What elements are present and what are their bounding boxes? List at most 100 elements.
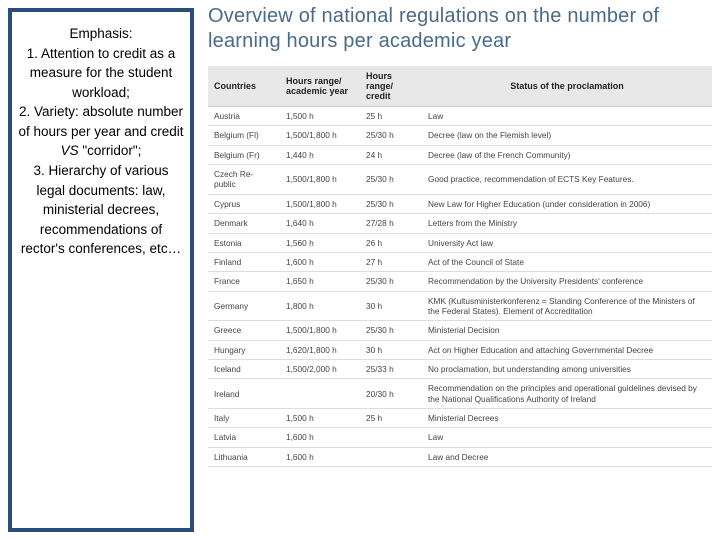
table-cell: 26 h	[360, 233, 422, 252]
table-cell: France	[208, 272, 280, 291]
table-cell: KMK (Kultusministerkonferenz = Standing …	[422, 291, 712, 321]
table-cell: Ministerial Decrees	[422, 409, 712, 428]
table-cell: 1,800 h	[280, 291, 360, 321]
table-cell	[360, 428, 422, 447]
emphasis-item-1: 1. Attention to credit as a measure for …	[27, 46, 176, 100]
emphasis-heading: Emphasis:	[69, 26, 132, 41]
table-cell: Letters from the Ministry	[422, 214, 712, 233]
table-cell: 1,600 h	[280, 428, 360, 447]
table-cell: 25/30 h	[360, 126, 422, 145]
table-row: Iceland1,500/2,000 h25/33 hNo proclamati…	[208, 360, 712, 379]
table-cell: 27 h	[360, 252, 422, 271]
regulations-table: Countries Hours range/ academic year Hou…	[208, 66, 712, 467]
table-row: Belgium (Fr)1,440 h24 hDecree (law of th…	[208, 145, 712, 164]
table-cell: 1,500/1,800 h	[280, 321, 360, 340]
table-cell: Law	[422, 107, 712, 126]
table-cell: 1,560 h	[280, 233, 360, 252]
table-cell: 30 h	[360, 291, 422, 321]
table-cell: 24 h	[360, 145, 422, 164]
emphasis-item-2b: "corridor";	[79, 143, 142, 158]
table-cell: Decree (law on the Flemish level)	[422, 126, 712, 145]
table-cell: Law and Decree	[422, 447, 712, 466]
table-cell: 1,500/1,800 h	[280, 126, 360, 145]
main-panel: Overview of national regulations on the …	[202, 0, 720, 540]
table-cell: No proclamation, but understanding among…	[422, 360, 712, 379]
table-body: Austria1,500 h25 hLawBelgium (Fl)1,500/1…	[208, 107, 712, 467]
table-cell: Finland	[208, 252, 280, 271]
emphasis-text: Emphasis: 1. Attention to credit as a me…	[18, 24, 184, 259]
table-cell: Ministerial Decision	[422, 321, 712, 340]
table-cell: Greece	[208, 321, 280, 340]
table-row: Denmark1,640 h27/28 hLetters from the Mi…	[208, 214, 712, 233]
col-countries: Countries	[208, 66, 280, 107]
table-cell: Ireland	[208, 379, 280, 409]
emphasis-item-3: 3. Hierarchy of various legal documents:…	[21, 163, 181, 256]
table-cell: Decree (law of the French Community)	[422, 145, 712, 164]
table-cell: Austria	[208, 107, 280, 126]
table-cell: 25/33 h	[360, 360, 422, 379]
table-cell: 1,650 h	[280, 272, 360, 291]
table-cell: 30 h	[360, 340, 422, 359]
table-cell: Iceland	[208, 360, 280, 379]
table-cell: Good practice, recommendation of ECTS Ke…	[422, 165, 712, 195]
table-row: Ireland 20/30 hRecommendation on the prin…	[208, 379, 712, 409]
table-cell: Belgium (Fl)	[208, 126, 280, 145]
table-cell: Recommendation by the University Preside…	[422, 272, 712, 291]
table-row: Czech Re-public1,500/1,800 h25/30 hGood …	[208, 165, 712, 195]
table-cell: Czech Re-public	[208, 165, 280, 195]
table-cell: Latvia	[208, 428, 280, 447]
table-cell: Act on Higher Education and attaching Go…	[422, 340, 712, 359]
table-row: Cyprus1,500/1,800 h25/30 hNew Law for Hi…	[208, 194, 712, 213]
emphasis-vs: VS	[61, 143, 79, 158]
table-cell: Italy	[208, 409, 280, 428]
table-cell: 25/30 h	[360, 165, 422, 195]
table-cell: 25/30 h	[360, 321, 422, 340]
table-header-row: Countries Hours range/ academic year Hou…	[208, 66, 712, 107]
table-row: Hungary1,620/1,800 h30 hAct on Higher Ed…	[208, 340, 712, 359]
table-cell: Belgium (Fr)	[208, 145, 280, 164]
table-cell: Estonia	[208, 233, 280, 252]
table-row: Lithuania1,600 h Law and Decree	[208, 447, 712, 466]
table-cell: 1,620/1,800 h	[280, 340, 360, 359]
table-cell: 1,500 h	[280, 409, 360, 428]
table-cell: 1,500/1,800 h	[280, 194, 360, 213]
table-row: Germany1,800 h30 hKMK (Kultusministerkon…	[208, 291, 712, 321]
page-title: Overview of national regulations on the …	[208, 4, 712, 54]
table-cell: 1,500/2,000 h	[280, 360, 360, 379]
table-cell: 1,600 h	[280, 447, 360, 466]
table-cell: 1,640 h	[280, 214, 360, 233]
col-hours-credit: Hours range/ credit	[360, 66, 422, 107]
table-row: Italy1,500 h25 hMinisterial Decrees	[208, 409, 712, 428]
table-row: France1,650 h25/30 hRecommendation by th…	[208, 272, 712, 291]
table-cell: 25 h	[360, 409, 422, 428]
table-cell: 20/30 h	[360, 379, 422, 409]
table-cell: Lithuania	[208, 447, 280, 466]
table-cell: 25/30 h	[360, 272, 422, 291]
table-cell: 1,500/1,800 h	[280, 165, 360, 195]
col-hours-year: Hours range/ academic year	[280, 66, 360, 107]
emphasis-item-2a: 2. Variety: absolute number of hours per…	[18, 104, 183, 139]
table-cell: Law	[422, 428, 712, 447]
table-row: Belgium (Fl)1,500/1,800 h25/30 hDecree (…	[208, 126, 712, 145]
table-row: Austria1,500 h25 hLaw	[208, 107, 712, 126]
table-row: Latvia1,600 h Law	[208, 428, 712, 447]
table-cell: Germany	[208, 291, 280, 321]
table-cell: Act of the Council of State	[422, 252, 712, 271]
table-cell	[280, 379, 360, 409]
table-cell: 27/28 h	[360, 214, 422, 233]
table-row: Greece1,500/1,800 h25/30 hMinisterial De…	[208, 321, 712, 340]
table-cell	[360, 447, 422, 466]
table-cell: 25/30 h	[360, 194, 422, 213]
table-cell: 1,500 h	[280, 107, 360, 126]
table-cell: 1,440 h	[280, 145, 360, 164]
table-cell: Hungary	[208, 340, 280, 359]
table-cell: New Law for Higher Education (under cons…	[422, 194, 712, 213]
table-cell: Denmark	[208, 214, 280, 233]
table-cell: University Act law	[422, 233, 712, 252]
table-cell: Cyprus	[208, 194, 280, 213]
table-cell: 1,600 h	[280, 252, 360, 271]
table-row: Estonia1,560 h26 hUniversity Act law	[208, 233, 712, 252]
col-status: Status of the proclamation	[422, 66, 712, 107]
table-cell: Recommendation on the principles and ope…	[422, 379, 712, 409]
emphasis-sidebar: Emphasis: 1. Attention to credit as a me…	[8, 8, 194, 532]
